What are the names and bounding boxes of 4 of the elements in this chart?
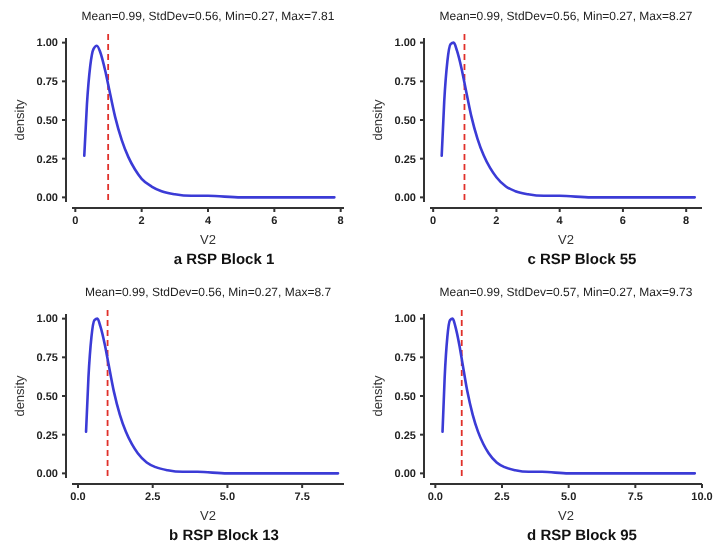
line-series: [82, 44, 336, 199]
line-series: [440, 41, 697, 199]
line-series: [441, 317, 697, 475]
line-series: [84, 317, 340, 475]
